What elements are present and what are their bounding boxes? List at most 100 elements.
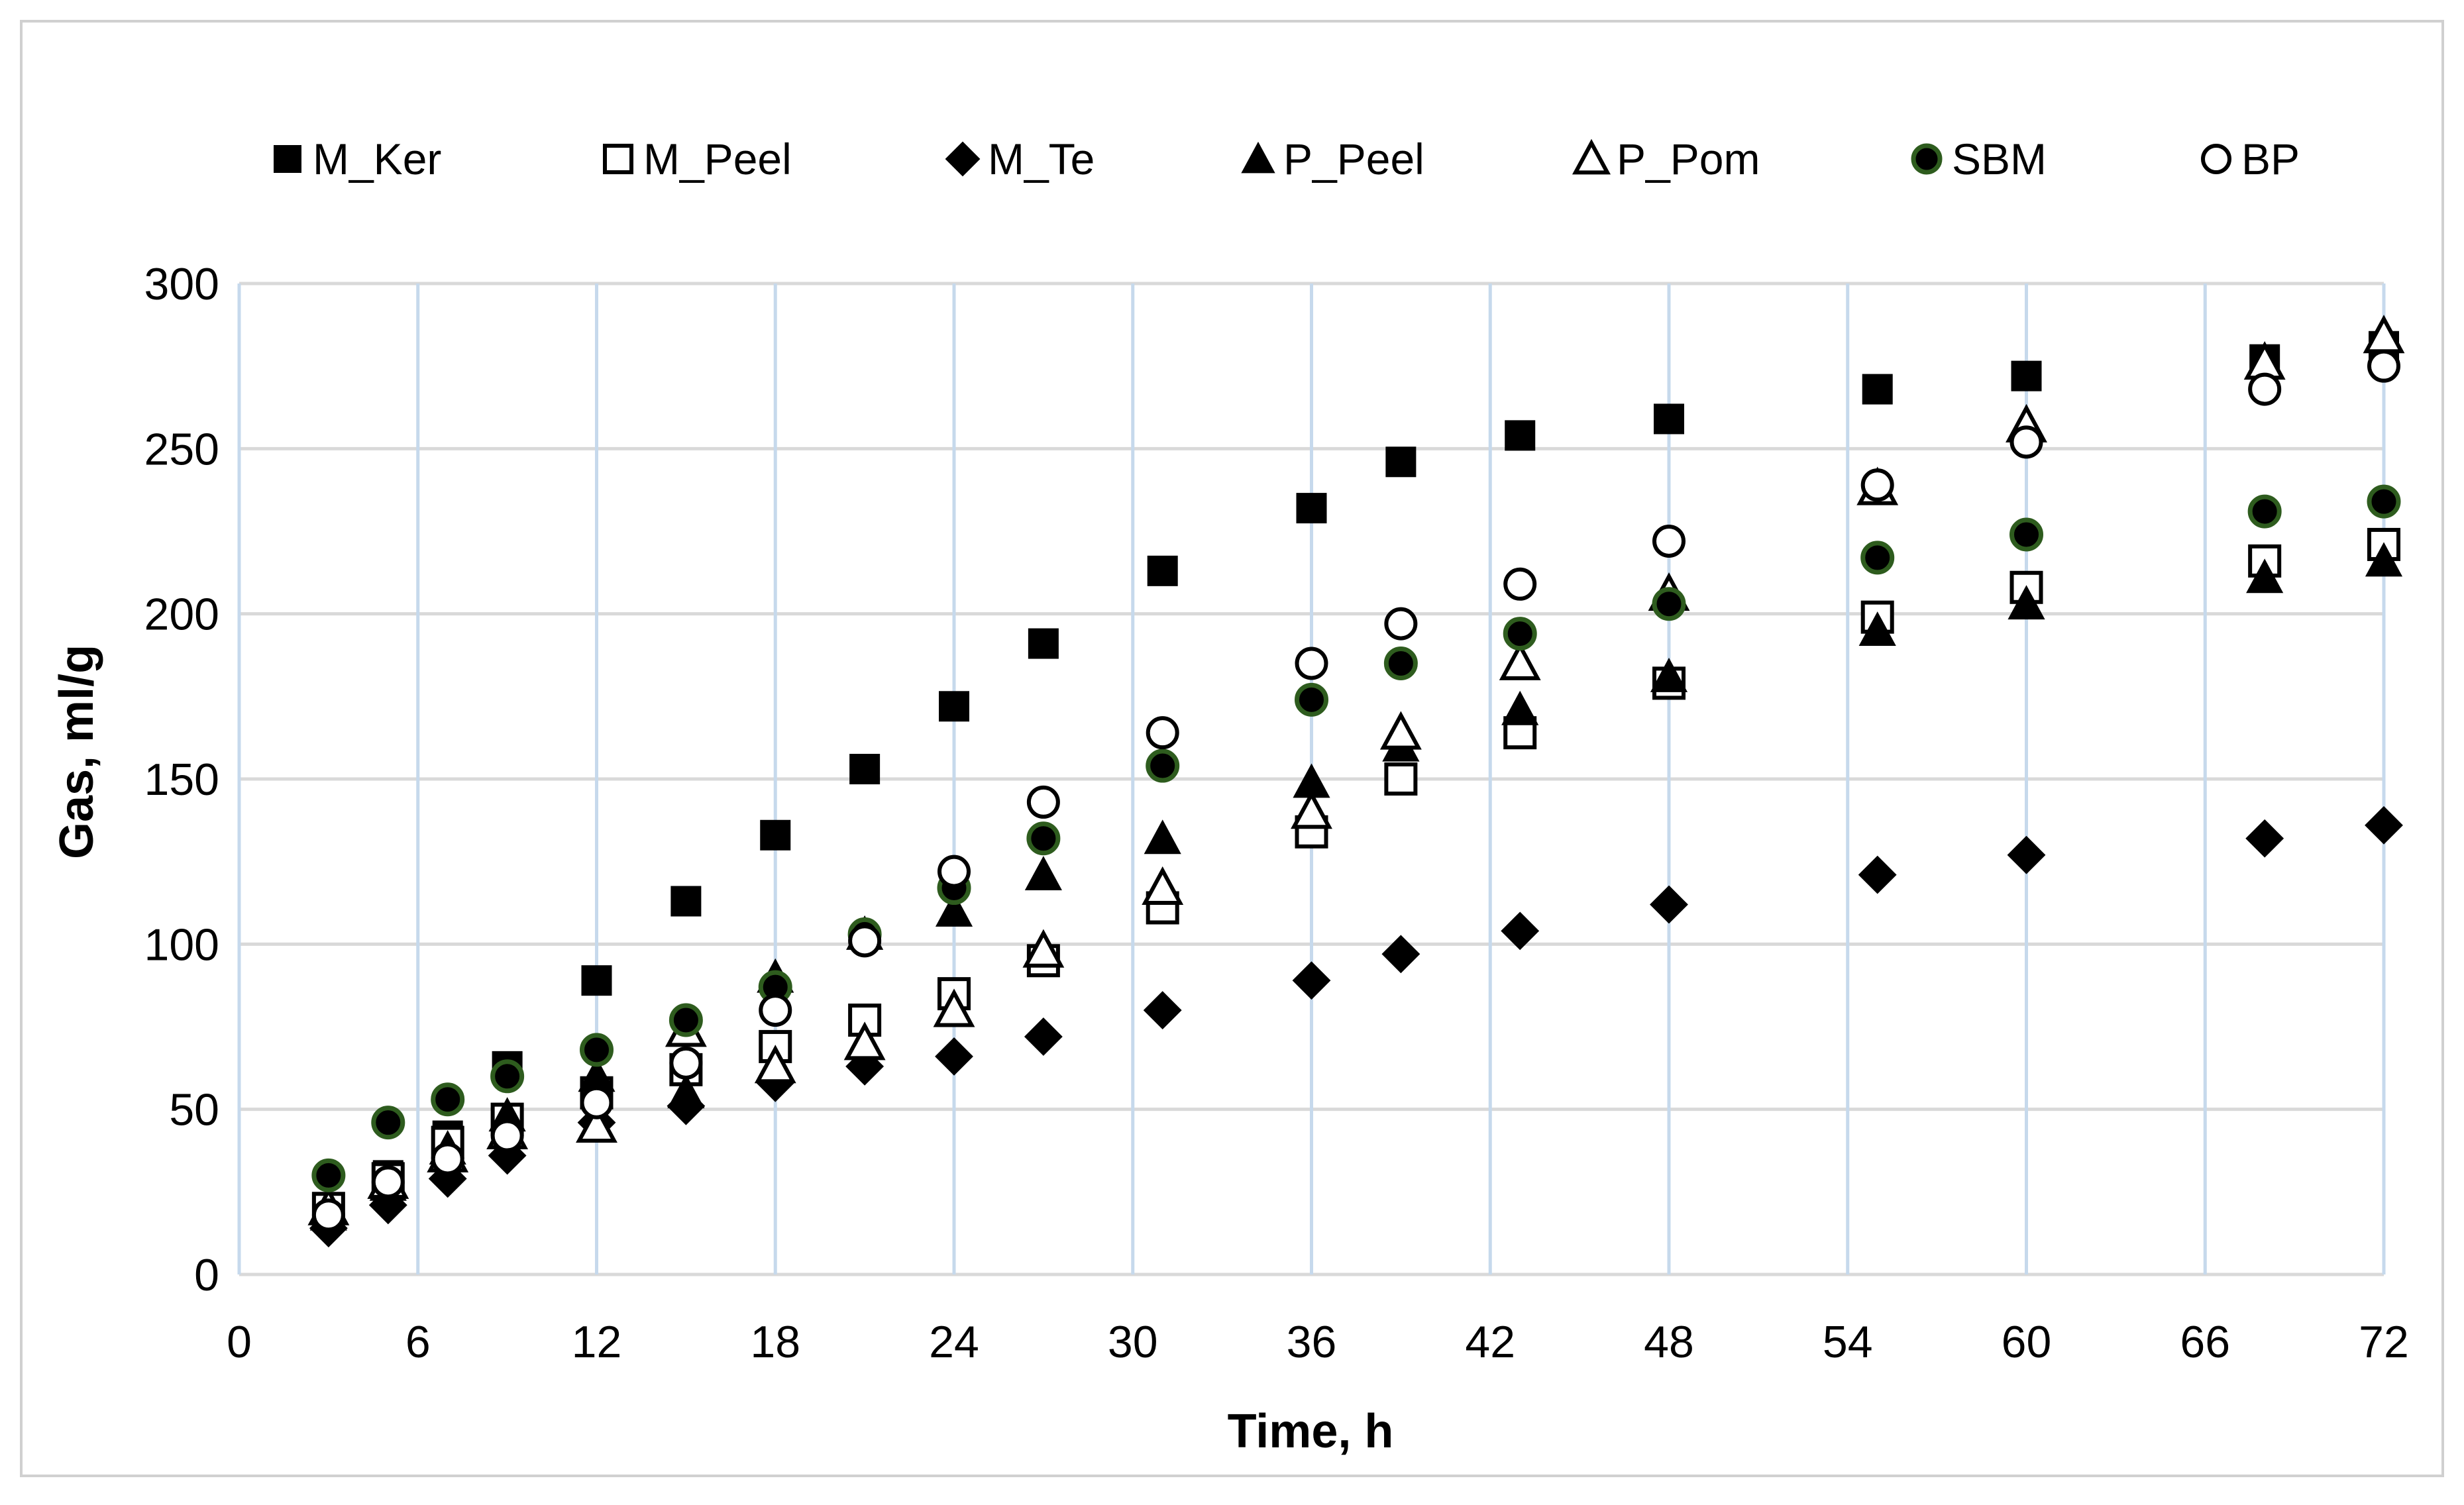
- data-point-m-ker: [1028, 628, 1059, 659]
- legend-label-sbm: SBM: [1952, 134, 2047, 183]
- data-point-bp: [1146, 716, 1179, 750]
- data-point-p-pom: [1022, 929, 1065, 968]
- data-point-bp: [371, 1165, 405, 1199]
- data-point-p-peel: [2008, 585, 2045, 620]
- data-point-p-pom: [1142, 866, 1184, 905]
- data-point-sbm: [1295, 682, 1328, 717]
- data-point-layer: [307, 315, 2405, 1248]
- legend-marker-m-te: [945, 141, 981, 177]
- legend-item-p-pom: P_Pom: [1572, 134, 1760, 183]
- legend-label-m-ker: M_Ker: [313, 134, 441, 183]
- data-point-bp: [1652, 524, 1686, 558]
- data-point-m-ker: [1296, 493, 1327, 524]
- data-point-bp: [1026, 785, 1060, 819]
- data-point-bp: [580, 1086, 614, 1119]
- data-point-p-peel: [1144, 819, 1181, 855]
- series-m-ker: [313, 331, 2399, 1224]
- data-point-m-te: [1292, 961, 1331, 1000]
- data-point-m-ker: [849, 754, 881, 785]
- data-point-m-te: [1381, 935, 1420, 974]
- x-tick-label: 60: [2002, 1317, 2052, 1367]
- data-point-bp: [311, 1198, 345, 1232]
- data-point-sbm: [2367, 484, 2401, 519]
- data-point-p-peel: [1650, 657, 1688, 692]
- legend-item-sbm: SBM: [1911, 134, 2047, 183]
- data-point-m-ker: [1862, 374, 1893, 405]
- data-point-m-peel: [1384, 762, 1418, 796]
- data-point-m-ker: [1385, 446, 1417, 478]
- legend-item-p-peel: P_Peel: [1241, 134, 1424, 183]
- x-tick-label: 72: [2359, 1317, 2409, 1367]
- legend-item-m-ker: M_Ker: [274, 134, 441, 183]
- data-point-p-pom: [1291, 790, 1332, 829]
- legend-label-m-peel: M_Peel: [643, 134, 792, 183]
- data-point-bp: [669, 1046, 703, 1080]
- tick-label-layer: 0 50 100 150 200 250 300 0 6 12 18 24 30 36 42 48 54 60 66…: [144, 259, 2409, 1367]
- data-point-m-te: [2007, 835, 2046, 874]
- data-point-p-peel: [1024, 856, 1062, 891]
- data-point-bp: [2367, 349, 2400, 383]
- y-axis-title: Gas, ml/g: [50, 645, 103, 859]
- data-point-sbm: [1146, 749, 1180, 783]
- x-tick-label: 48: [1644, 1317, 1694, 1367]
- legend-label-bp: BP: [2241, 134, 2300, 183]
- series-bp: [311, 349, 2400, 1232]
- data-point-bp: [1503, 567, 1537, 601]
- data-point-sbm: [311, 1158, 346, 1192]
- data-point-m-ker: [1654, 403, 1684, 435]
- data-point-m-te: [1858, 855, 1897, 894]
- x-tick-label: 54: [1823, 1317, 1873, 1367]
- data-point-sbm: [1026, 821, 1061, 856]
- x-tick-label: 6: [405, 1317, 431, 1367]
- data-point-p-peel: [1501, 690, 1539, 725]
- y-tick-label: 250: [144, 424, 219, 474]
- data-point-m-ker: [1147, 555, 1178, 586]
- data-point-m-te: [1143, 991, 1182, 1029]
- legend-marker-bp: [2201, 144, 2231, 174]
- data-point-m-ker: [1505, 420, 1536, 451]
- legend-label-p-peel: P_Peel: [1283, 134, 1424, 183]
- x-tick-label: 24: [929, 1317, 979, 1367]
- x-tick-label: 30: [1108, 1317, 1158, 1367]
- data-point-bp: [848, 924, 882, 958]
- data-point-bp: [2009, 425, 2043, 459]
- data-point-p-pom: [1499, 641, 1541, 680]
- legend: M_Ker M_Peel M_Te P_Peel P_Pom SBM BP: [274, 134, 2300, 183]
- data-point-p-pom: [933, 988, 975, 1027]
- data-point-bp: [1384, 607, 1418, 641]
- legend-label-p-pom: P_Pom: [1617, 134, 1760, 183]
- legend-marker-p-peel: [1241, 141, 1275, 174]
- data-point-sbm: [580, 1033, 614, 1067]
- legend-item-m-te: M_Te: [945, 134, 1095, 183]
- data-point-m-te: [2365, 805, 2403, 845]
- y-tick-label: 200: [144, 590, 219, 640]
- data-point-bp: [759, 994, 792, 1027]
- legend-marker-m-ker: [274, 145, 301, 173]
- legend-item-m-peel: M_Peel: [603, 134, 792, 183]
- data-point-p-pom: [576, 1104, 617, 1143]
- x-tick-label: 12: [572, 1317, 622, 1367]
- data-point-m-ker: [2011, 360, 2042, 391]
- data-point-m-ker: [581, 965, 612, 996]
- data-point-p-peel: [2246, 558, 2284, 594]
- legend-marker-p-pom: [1572, 138, 1611, 175]
- data-point-p-pom: [754, 1045, 796, 1084]
- data-point-m-te: [2245, 819, 2284, 858]
- y-tick-label: 50: [169, 1085, 219, 1135]
- data-point-sbm: [669, 1003, 703, 1037]
- data-point-bp: [937, 855, 971, 888]
- data-point-bp: [1860, 468, 1894, 502]
- data-point-p-pom: [843, 1021, 886, 1061]
- legend-label-m-te: M_Te: [988, 134, 1095, 183]
- data-point-p-peel: [667, 1074, 705, 1109]
- legend-item-bp: BP: [2201, 134, 2300, 183]
- x-tick-label: 42: [1465, 1317, 1515, 1367]
- data-point-bp: [2248, 372, 2282, 406]
- y-tick-label: 300: [144, 259, 219, 309]
- legend-marker-m-peel: [603, 144, 633, 174]
- data-point-m-te: [1501, 911, 1540, 951]
- data-point-p-peel: [1858, 611, 1896, 647]
- y-tick-label: 150: [144, 754, 219, 805]
